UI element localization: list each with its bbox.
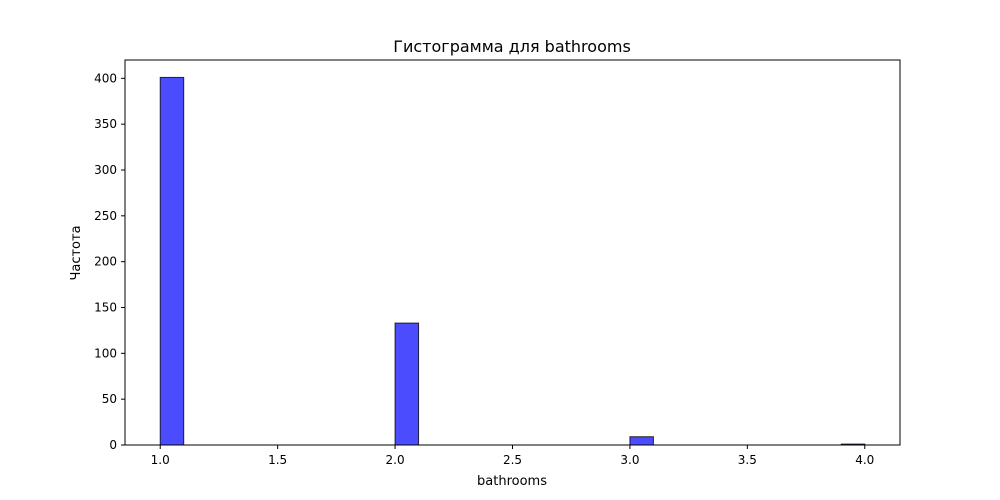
x-axis: 1.0 1.5 2.0 2.5 3.0 3.5 4.0 (151, 445, 874, 467)
y-tick-label: 350 (94, 117, 117, 131)
y-tick-label: 200 (94, 255, 117, 269)
x-tick-label: 3.5 (738, 453, 757, 467)
y-axis: 0 50 100 150 200 250 300 350 400 (94, 71, 125, 452)
histogram-bar-2 (629, 436, 654, 446)
bars-layer (159, 76, 866, 446)
x-tick-label: 2.0 (386, 453, 405, 467)
histogram-bar-0 (159, 76, 185, 446)
x-tick-label: 2.5 (503, 453, 522, 467)
y-tick-label: 150 (94, 301, 117, 315)
y-tick-label: 400 (94, 71, 117, 85)
x-tick-label: 1.5 (268, 453, 287, 467)
x-tick-label: 1.0 (151, 453, 170, 467)
y-tick-label: 50 (102, 392, 117, 406)
histogram-bar-1 (394, 322, 420, 446)
y-axis-label: Частота (69, 225, 84, 280)
y-tick-label: 300 (94, 163, 117, 177)
y-tick-label: 100 (94, 346, 117, 360)
plot-frame (124, 59, 901, 446)
y-tick-label: 0 (109, 438, 117, 452)
x-axis-label: bathrooms (477, 474, 547, 489)
chart-title: Гистограмма для bathrooms (393, 37, 631, 56)
x-tick-label: 3.0 (620, 453, 639, 467)
x-tick-label: 4.0 (855, 453, 874, 467)
y-tick-label: 250 (94, 209, 117, 223)
